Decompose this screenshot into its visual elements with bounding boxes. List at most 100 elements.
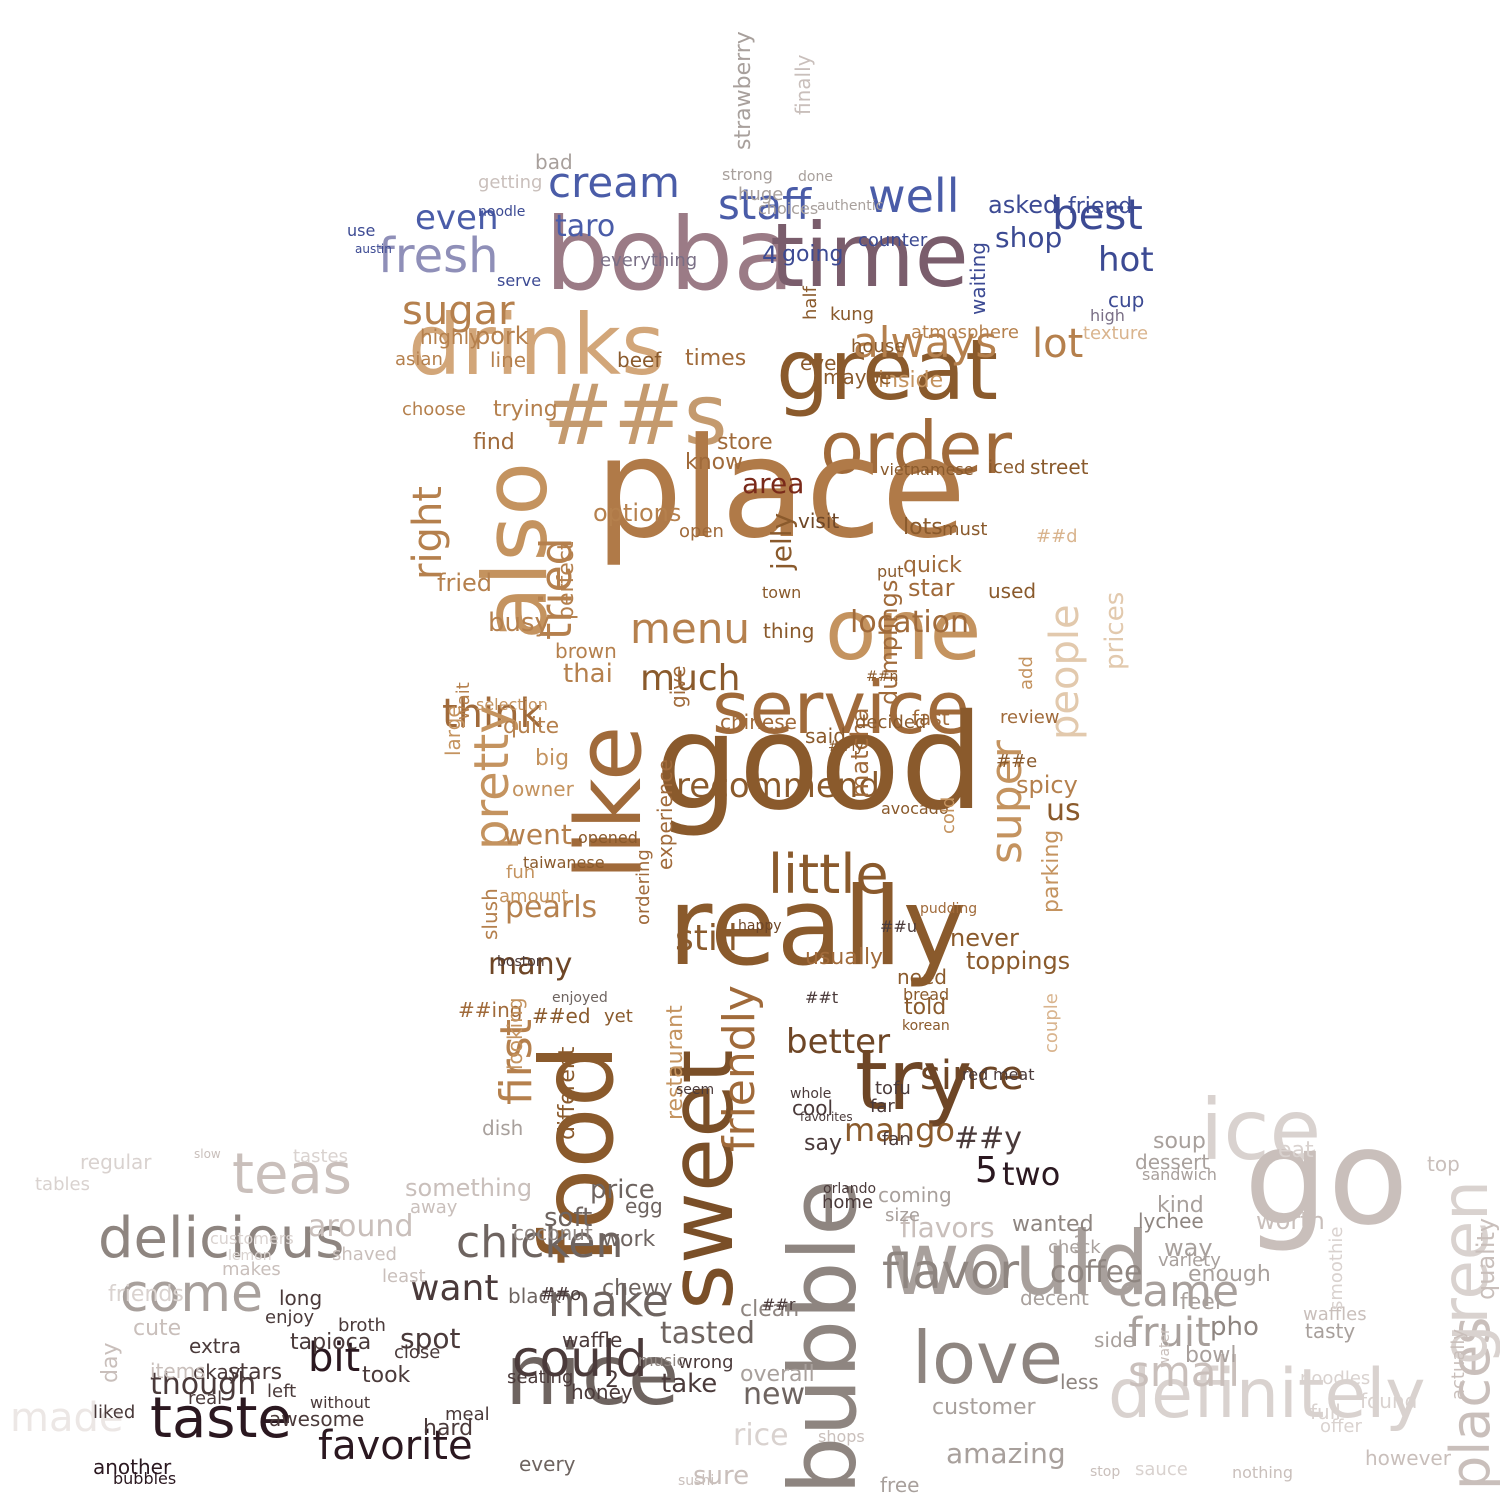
- cloud-word: favorites: [800, 1110, 853, 1125]
- cloud-word: flavor: [882, 1243, 1020, 1300]
- cloud-word: brown: [555, 639, 617, 663]
- cloud-word: fruit: [1128, 1310, 1211, 1356]
- cloud-word: something: [405, 1173, 533, 1202]
- cloud-word: dish: [482, 1116, 524, 1140]
- cloud-word: tastes: [293, 1145, 348, 1167]
- cloud-word: ##ed: [532, 1004, 591, 1028]
- cloud-word: side: [1094, 1328, 1135, 1352]
- cloud-word: 5: [975, 1150, 998, 1192]
- cloud-word: need: [897, 965, 947, 989]
- cloud-word: selection: [476, 695, 548, 715]
- cloud-word: finally: [791, 54, 815, 115]
- cloud-word: sandwich: [1142, 1165, 1217, 1185]
- cloud-word: house: [851, 335, 906, 357]
- cloud-word: check: [1048, 1236, 1101, 1258]
- cloud-word: drinks: [408, 295, 665, 394]
- cloud-word: much: [640, 658, 741, 700]
- cloud-word: feel: [1180, 1290, 1221, 1316]
- cloud-word: half: [800, 286, 821, 320]
- cloud-word: slow: [194, 1147, 221, 1162]
- cloud-word: chinese: [720, 710, 797, 734]
- cloud-word: area: [742, 466, 805, 500]
- cloud-word: home: [822, 1191, 874, 1213]
- cloud-word: long: [279, 1286, 323, 1310]
- cloud-word: best: [1052, 190, 1143, 240]
- cloud-word: took: [362, 1363, 411, 1389]
- cloud-word: noodle: [478, 203, 526, 220]
- cloud-word: okay: [193, 1360, 241, 1384]
- cloud-word: highly: [420, 325, 481, 349]
- cloud-word: price: [590, 1175, 655, 1206]
- cloud-word: day: [98, 1342, 123, 1383]
- cloud-word: chewy: [602, 1276, 673, 1302]
- cloud-word: definitely: [1108, 1354, 1426, 1434]
- cloud-word: orlando: [823, 1180, 877, 1197]
- cloud-word: looking: [503, 997, 527, 1070]
- cloud-word: make: [548, 1275, 669, 1327]
- cloud-word: ##y: [954, 1121, 1023, 1156]
- cloud-word: happy: [738, 917, 782, 934]
- cloud-word: even: [415, 197, 499, 238]
- cloud-word: done: [798, 168, 833, 185]
- cloud-word: overall: [740, 1362, 815, 1388]
- cloud-word: wanted: [1012, 1212, 1094, 1238]
- cloud-word: service: [712, 666, 970, 751]
- cloud-word: strawberry: [731, 31, 756, 150]
- cloud-word: coconut: [513, 1221, 593, 1245]
- cloud-word: noodles: [1300, 1367, 1371, 1389]
- cloud-word: vietnamese: [880, 460, 974, 480]
- cloud-word: staff: [718, 180, 812, 230]
- cloud-word: everything: [600, 249, 698, 271]
- cloud-word: stars: [228, 1360, 283, 1386]
- cloud-word: hard: [423, 1416, 474, 1442]
- cloud-word: hot: [1098, 239, 1154, 280]
- cloud-word: real: [188, 1387, 223, 1409]
- cloud-word: made: [10, 1395, 124, 1441]
- cloud-word: street: [1030, 455, 1089, 479]
- cloud-word: couple: [1041, 993, 1062, 1053]
- cloud-word: atmosphere: [911, 321, 1019, 343]
- cloud-word: would: [888, 1211, 1150, 1315]
- cloud-word: teas: [232, 1142, 352, 1208]
- cloud-word: bubbles: [113, 1469, 177, 1489]
- cloud-word: pho: [1210, 1312, 1259, 1343]
- cloud-word: avocado: [881, 799, 949, 819]
- cloud-word: want: [410, 1268, 499, 1310]
- cloud-word: work: [602, 1227, 656, 1253]
- cloud-word: review: [1000, 706, 1060, 728]
- cloud-word: black: [508, 1284, 562, 1308]
- cloud-word: boston: [497, 953, 545, 970]
- cloud-word: whole: [790, 1085, 832, 1102]
- cloud-word: lemon: [228, 1247, 272, 1264]
- cloud-word: great: [776, 320, 999, 419]
- cloud-word: ##o: [540, 1283, 582, 1305]
- cloud-word: cup: [1108, 288, 1145, 312]
- cloud-word: town: [762, 583, 802, 603]
- cloud-word: dumplings: [875, 579, 903, 705]
- cloud-word: cool: [792, 1096, 834, 1120]
- cloud-word: liked: [93, 1401, 136, 1423]
- cloud-word: egg: [625, 1194, 663, 1218]
- cloud-word: usually: [805, 945, 884, 971]
- cloud-word: waffle: [562, 1328, 623, 1352]
- cloud-word: rice: [733, 1418, 789, 1453]
- cloud-word: sure: [693, 1461, 750, 1492]
- cloud-word: bread: [903, 985, 950, 1005]
- cloud-word: new: [743, 1377, 806, 1412]
- cloud-word: 4: [762, 240, 778, 269]
- cloud-word: inside: [878, 368, 944, 394]
- cloud-word: flavors: [900, 1210, 995, 1244]
- cloud-word: far: [870, 1095, 895, 1117]
- cloud-word: ##r: [762, 1295, 796, 1315]
- cloud-word: ##e: [996, 750, 1038, 772]
- cloud-word: asked: [988, 190, 1059, 219]
- cloud-word: pork: [475, 321, 529, 350]
- cloud-word: music: [638, 1351, 686, 1371]
- cloud-word: prices: [1100, 591, 1130, 670]
- cloud-word: enough: [1188, 1262, 1271, 1288]
- cloud-word: away: [410, 1196, 458, 1218]
- cloud-word: around: [308, 1209, 414, 1244]
- cloud-word: wrong: [678, 1351, 734, 1373]
- cloud-word: dessert: [1135, 1150, 1210, 1174]
